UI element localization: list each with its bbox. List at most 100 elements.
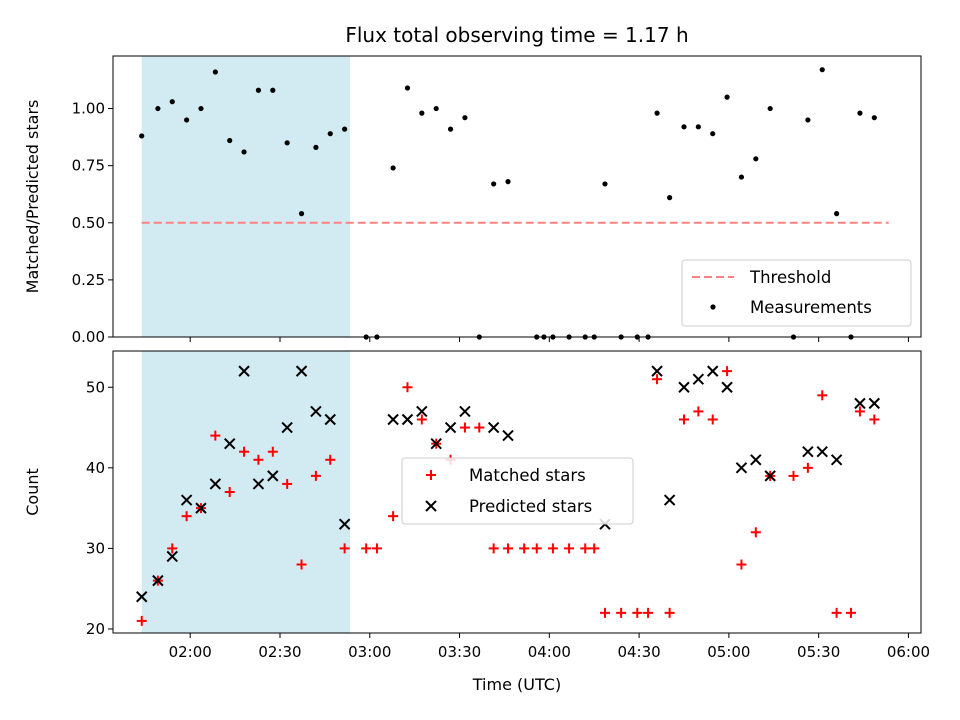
x-tick-label: 02:30 [258,643,301,661]
matched-star-point [722,366,733,377]
measurement-point [834,211,840,217]
matched-star-point [817,390,828,401]
predicted-star-point [651,365,663,377]
x-tick-label: 06:00 [887,643,930,661]
matched-star-point [802,462,813,473]
matched-star-point [239,446,250,457]
legend-matched-swatch [426,470,436,480]
measurement-point [433,105,439,112]
predicted-star-point [338,518,351,530]
predicted-star-point [692,373,705,385]
measurement-point [270,87,276,93]
x-tick-label: 04:30 [617,643,660,661]
count-observing-window-shade [141,351,351,633]
matched-star-point [664,607,675,618]
matched-star-point [599,607,610,618]
predicted-star-point [387,413,399,426]
predicted-star-point [252,478,265,490]
x-tick-label: 04:00 [528,643,571,661]
matched-star-point [547,543,558,554]
predicted-star-point [830,454,843,466]
measurement-point [227,137,233,144]
predicted-star-point [868,397,881,410]
predicted-star-point [802,446,814,458]
legend-x-marker [425,500,437,512]
predicted-star-point [224,437,236,450]
predicted-star-point [152,574,164,587]
predicted-star-point [764,470,776,482]
measurement-point [724,94,730,100]
ratio-observing-window-shade [141,56,351,337]
legend-threshold-label: Threshold [749,268,831,287]
chart-title: Flux total observing time = 1.17 h [345,23,688,47]
measurement-point [327,131,333,137]
matched-star-point [167,543,178,554]
predicted-star-point [430,437,442,450]
predicted-star-point [459,405,471,418]
predicted-star-point [281,421,293,434]
count-y-axis-label: Count [23,468,42,516]
matched-star-point [224,487,235,497]
matched-star-point [282,478,293,489]
matched-star-point [831,607,842,618]
count-legend-box [401,457,634,525]
matched-star-point [693,406,704,417]
predicted-star-point [166,550,178,563]
predicted-star-point [401,413,414,426]
measurement-point [667,195,673,201]
y-tick-label: 0.00 [72,328,105,346]
ratio-panel: 0.00 0.25 0.50 0.75 1.00 Matched/Predicted s… [23,55,922,346]
matched-star-point [531,543,542,554]
legend-predicted-swatch [425,500,437,512]
matched-star-point [788,470,799,481]
legend-measurements-swatch [710,304,716,310]
ratio-y-ticks: 0.00 0.25 0.50 0.75 1.00 [72,100,113,346]
count-plot-area [112,350,922,634]
matched-star-point [652,374,663,385]
matched-star-point [210,430,221,441]
matched-star-point [388,511,399,522]
matched-star-point [707,414,718,425]
measurement-point [419,110,425,116]
measurement-point [738,174,745,180]
measurement-point [602,181,608,187]
y-tick-label: 0.25 [72,271,105,289]
y-tick-label: 0.75 [72,157,105,175]
matched-star-point [854,406,865,417]
ratio-x-ticks [189,337,909,342]
y-tick-label: 50 [86,378,105,396]
measurement-point [241,149,247,155]
matched-star-point [459,422,470,433]
matched-star-point [616,607,627,618]
measurement-point [390,165,396,171]
ratio-legend-box [681,259,912,327]
predicted-star-point [267,470,279,482]
predicted-star-point [295,365,308,377]
matched-star-point [589,543,600,554]
matched-star-point [519,543,530,554]
measurement-point [255,87,262,93]
matched-star-point [580,543,591,554]
count-y-ticks: 20 30 40 50 [86,378,113,638]
measurement-point [710,131,716,137]
measurement-point [169,99,175,105]
measurement-point [139,133,145,139]
measurement-point [342,126,348,132]
predicted-star-point [310,405,322,418]
predicted-star-point [238,365,250,377]
measurement-point [447,126,454,132]
matched-star-point [136,615,147,626]
ratio-y-axis-label: Matched/Predicted stars [23,100,42,294]
measurement-point [505,179,511,185]
predicted-star-point [854,397,866,410]
measurement-point [767,105,773,112]
predicted-star-point [444,421,457,434]
measurement-point [313,144,319,150]
measurement-point [462,115,468,121]
matched-star-point [488,543,499,554]
matched-star-point [325,454,336,465]
measurement-point [284,140,290,146]
legend-plus-marker [426,470,436,480]
measurement-point [857,110,863,116]
